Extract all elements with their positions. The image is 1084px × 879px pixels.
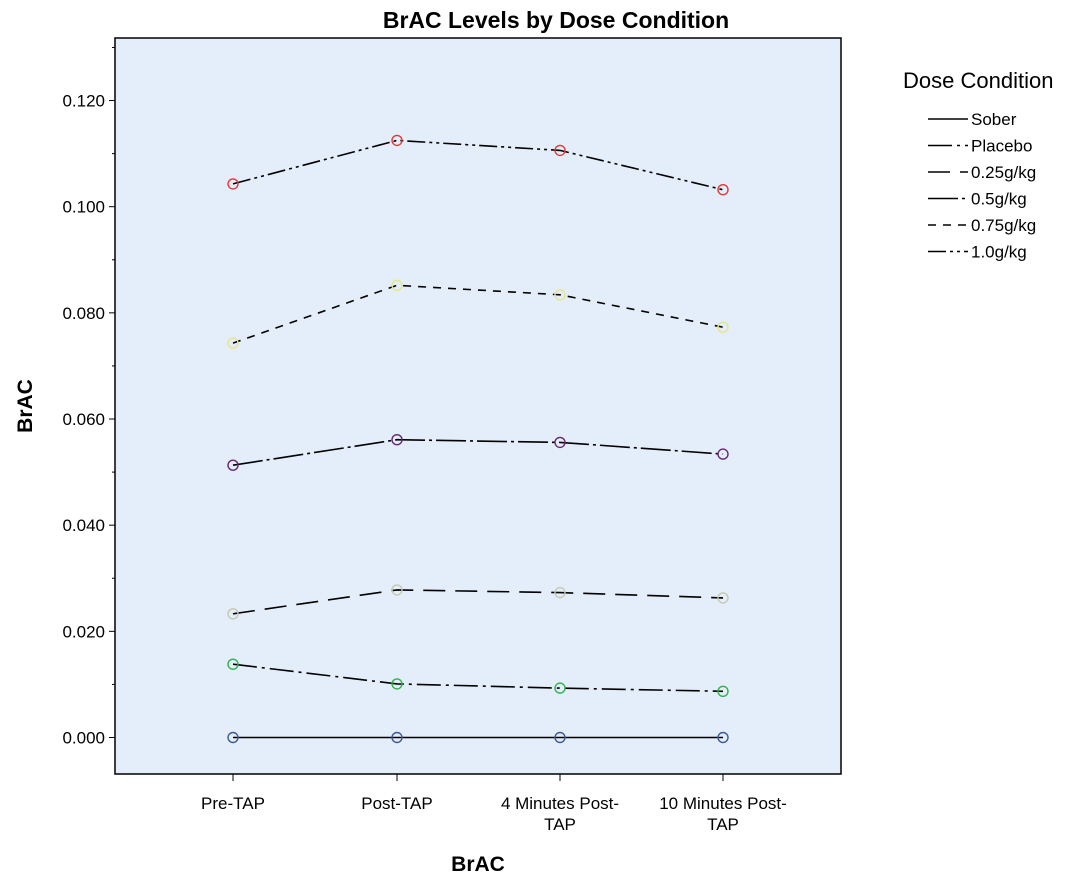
legend-label: Sober: [971, 110, 1017, 129]
data-point: [717, 321, 729, 333]
data-point: [554, 586, 566, 599]
legend: Sober Placebo 0.25g/kg 0.5g/kg 0.75g/kg 1.0g/…: [928, 110, 1036, 262]
x-tick-label: 4 Minutes Post-: [501, 794, 619, 813]
data-point: [227, 459, 239, 471]
legend-label: 1.0g/kg: [971, 243, 1027, 262]
y-tick-label: 0.080: [62, 304, 105, 323]
data-point: [391, 731, 403, 744]
data-point: [391, 678, 403, 690]
data-point: [391, 279, 403, 291]
plot-area: [114, 37, 842, 775]
data-point: [717, 592, 729, 604]
y-tick-label: 0.100: [62, 198, 105, 217]
y-axis-title: BrAC: [14, 379, 37, 433]
series-line-3: [232, 438, 724, 466]
series-line-2: [232, 589, 724, 615]
y-tick-label: 0.040: [62, 516, 105, 535]
data-point: [717, 685, 729, 697]
data-point: [227, 658, 239, 670]
chart-title: BrAC Levels by Dose Condition: [383, 7, 729, 33]
data-point: [391, 584, 403, 596]
y-axis: 0.000 0.020 0.040 0.060 0.080 0.100 0.120: [62, 46, 115, 748]
data-point: [717, 731, 729, 744]
x-axis: Pre-TAP Post-TAP 4 Minutes Post- TAP 10 Minu…: [201, 774, 787, 834]
x-axis-title: BrAC: [451, 853, 505, 876]
legend-label: 0.75g/kg: [971, 216, 1036, 235]
data-point: [227, 731, 239, 744]
data-point: [554, 289, 566, 301]
x-tick-label: TAP: [707, 815, 739, 834]
legend-title: Dose Condition: [903, 68, 1053, 93]
legend-label: 0.5g/kg: [971, 190, 1027, 209]
data-point: [227, 608, 239, 620]
series-line-4: [232, 284, 724, 344]
x-tick-label: TAP: [544, 815, 576, 834]
series-markers: [227, 134, 729, 744]
y-tick-label: 0.060: [62, 410, 105, 429]
data-point: [554, 731, 566, 744]
legend-label: Placebo: [971, 137, 1032, 156]
y-tick-label: 0.020: [62, 622, 105, 641]
series-line-5: [232, 139, 724, 191]
legend-label: 0.25g/kg: [971, 163, 1036, 182]
data-point: [391, 434, 403, 446]
y-tick-label: 0.000: [62, 729, 105, 748]
x-tick-label: 10 Minutes Post-: [659, 794, 787, 813]
series-lines: [232, 139, 724, 739]
x-tick-label: Post-TAP: [361, 794, 432, 813]
data-point: [227, 337, 239, 349]
data-point: [554, 682, 566, 694]
data-point: [227, 178, 239, 190]
data-point: [554, 436, 566, 449]
series-line-1: [232, 663, 724, 693]
data-point: [554, 144, 566, 157]
y-tick-label: 0.120: [62, 92, 105, 111]
data-point: [717, 448, 729, 460]
data-point: [717, 183, 729, 196]
data-point: [391, 134, 403, 147]
x-tick-label: Pre-TAP: [201, 794, 265, 813]
